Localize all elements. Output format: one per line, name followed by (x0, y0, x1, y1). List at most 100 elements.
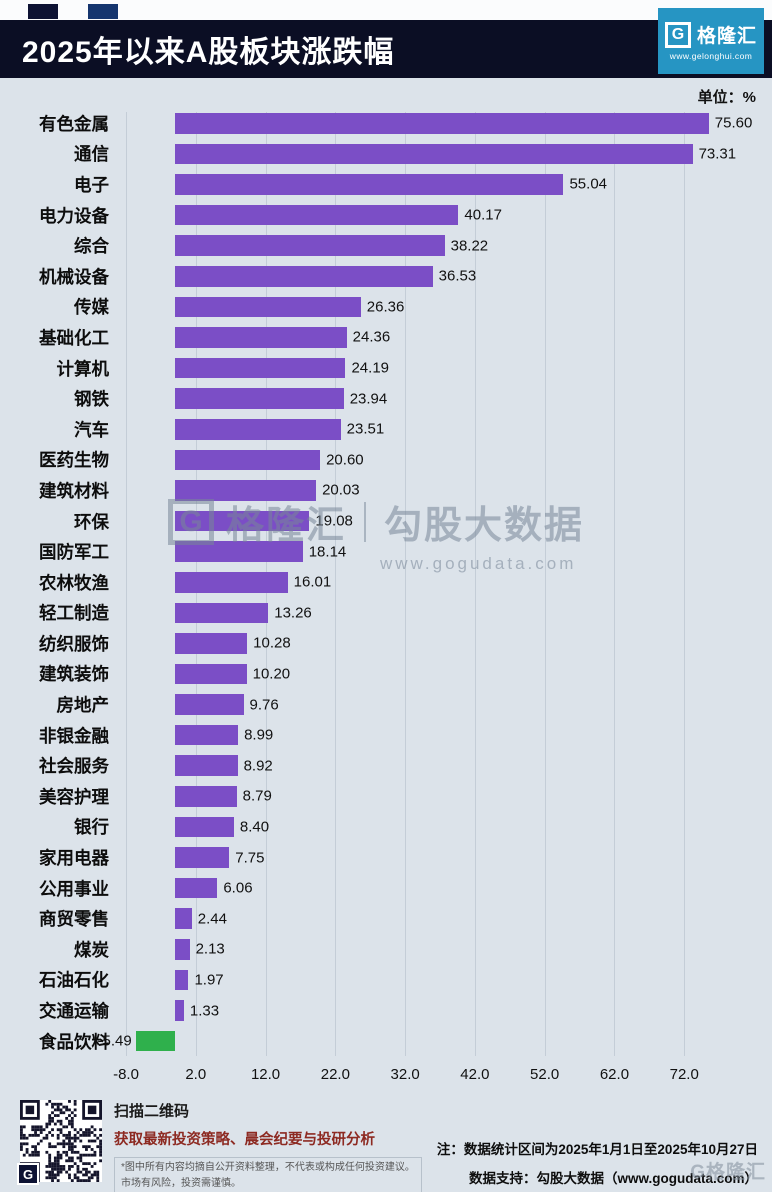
category-label: 国防军工 (39, 542, 109, 563)
bar-row: 农林牧渔 16.01 (0, 567, 772, 598)
bar-row: 食品饮料 -5.49 (0, 1026, 772, 1057)
category-label: 石油石化 (39, 970, 109, 991)
gridline (544, 112, 546, 1057)
bar-track: 2.44 (118, 903, 754, 934)
value-label: 20.60 (326, 451, 364, 469)
bar-track: 36.53 (118, 261, 754, 292)
bar-positive (174, 633, 248, 654)
value-label: 10.28 (253, 634, 291, 652)
category-label: 交通运输 (39, 1001, 109, 1022)
category-label: 传媒 (74, 297, 109, 318)
brand-url: www.gelonghui.com (669, 51, 753, 61)
bar-row: 纺织服饰 10.28 (0, 628, 772, 659)
value-label: 19.08 (315, 512, 353, 530)
bar-track: 1.33 (118, 995, 754, 1026)
bar-row: 石油石化 1.97 (0, 965, 772, 996)
bar-positive (174, 174, 564, 195)
bar-row: 医药生物 20.60 (0, 445, 772, 476)
bar-row: 钢铁 23.94 (0, 383, 772, 414)
top-strip (0, 0, 772, 20)
bar-track: 23.51 (118, 414, 754, 445)
bar-track: 6.06 (118, 873, 754, 904)
category-label: 电力设备 (39, 205, 109, 226)
bar-track: 8.40 (118, 812, 754, 843)
bar-track: 18.14 (118, 536, 754, 567)
value-label: -5.49 (97, 1032, 132, 1050)
bar-positive (174, 877, 218, 899)
x-tick-label: 42.0 (460, 1066, 490, 1084)
category-label: 医药生物 (39, 450, 109, 471)
value-label: 40.17 (464, 206, 502, 224)
bar-positive (174, 143, 693, 165)
x-tick-label: 2.0 (185, 1066, 207, 1084)
bar-track: 10.20 (118, 659, 754, 690)
bar-positive (174, 265, 433, 287)
bar-positive (174, 449, 321, 471)
value-label: 75.60 (714, 114, 753, 132)
bar-track: -5.49 (98, 1026, 754, 1057)
bar-track: 20.60 (118, 445, 754, 476)
x-tick-label: 32.0 (390, 1066, 420, 1084)
bar-positive (174, 357, 346, 379)
category-label: 房地产 (56, 695, 110, 716)
value-label: 8.79 (242, 787, 272, 805)
qr-code: G (17, 1100, 102, 1185)
disclaimer-line-1: *图中所有内容均摘自公开资料整理，不代表或构成任何投资建议。 (121, 1162, 415, 1173)
bar-track: 9.76 (118, 689, 754, 720)
bar-positive (174, 694, 244, 715)
bar-row: 综合 38.22 (0, 230, 772, 261)
category-label: 基础化工 (39, 327, 109, 348)
x-axis: -8.0 2.0 12.0 22.0 32.0 42.0 52.0 62.0 72.0 (113, 1056, 754, 1090)
disclaimer-line-2: 市场有风险，投资需谨慎。 (121, 1177, 241, 1189)
gridline (335, 112, 337, 1057)
bar-positive (174, 908, 192, 930)
data-range-note: 注：数据统计区间为2025年1月1日至2025年10月27日 (436, 1142, 758, 1157)
bar-positive (174, 816, 234, 838)
bar-positive (174, 327, 347, 348)
bar-positive (174, 296, 361, 318)
decor-square-dark (28, 4, 58, 19)
value-label: 23.94 (349, 390, 388, 408)
brand-logo: G 格隆汇 www.gelonghui.com (658, 8, 764, 74)
category-label: 煤炭 (74, 939, 109, 960)
qr-brand-badge-icon: G (17, 1163, 39, 1185)
bar-row: 建筑材料 20.03 (0, 475, 772, 506)
value-label: 16.01 (293, 573, 332, 591)
gridline (614, 112, 616, 1057)
value-label: 8.40 (239, 818, 270, 836)
bar-track: 23.94 (118, 383, 754, 414)
category-label: 食品饮料 (39, 1031, 109, 1052)
bar-row: 国防军工 18.14 (0, 536, 772, 567)
value-label: 24.36 (352, 328, 391, 346)
value-label: 9.76 (249, 696, 279, 714)
value-label: 10.20 (252, 665, 291, 683)
bar-row: 传媒 26.36 (0, 292, 772, 323)
bar-positive (174, 235, 445, 256)
category-label: 有色金属 (39, 113, 109, 134)
bar-row: 社会服务 8.92 (0, 750, 772, 781)
value-label: 13.26 (274, 604, 312, 622)
bar-track: 73.31 (118, 139, 754, 170)
brand-name: 格隆汇 (696, 26, 757, 47)
bar-track: 10.28 (118, 628, 754, 659)
bar-row: 银行 8.40 (0, 812, 772, 843)
bar-positive (174, 663, 247, 685)
bar-row: 轻工制造 13.26 (0, 598, 772, 629)
bar-positive (174, 969, 189, 991)
bar-track: 40.17 (118, 200, 754, 231)
bar-track: 8.99 (118, 720, 754, 751)
bar-positive (174, 418, 341, 440)
bar-positive (174, 847, 230, 868)
bar-positive (174, 724, 239, 746)
bar-positive (174, 755, 238, 777)
bar-track: 19.08 (118, 506, 754, 537)
category-label: 社会服务 (39, 756, 109, 777)
bar-track: 24.19 (118, 353, 754, 384)
bar-track: 13.26 (118, 598, 754, 629)
category-label: 电子 (74, 174, 109, 195)
bar-row: 有色金属 75.60 (0, 108, 772, 139)
value-label: 24.19 (351, 359, 390, 377)
bar-rows: 有色金属 75.60 通信 73.31 电子 55.04 电力设备 40.17 综合 38.22 机… (0, 108, 772, 1056)
bar-row: 煤炭 2.13 (0, 934, 772, 965)
category-label: 轻工制造 (39, 603, 109, 624)
